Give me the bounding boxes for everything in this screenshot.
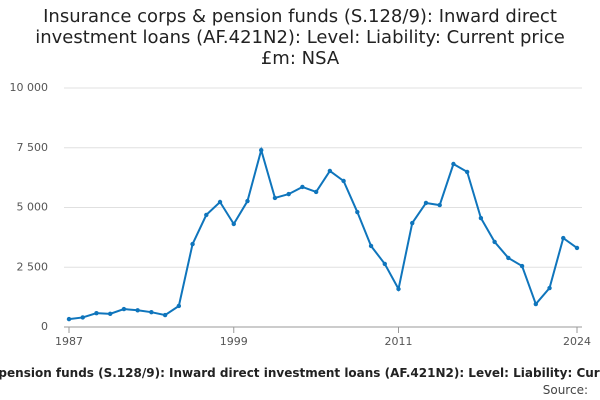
data-point <box>135 308 140 313</box>
x-tick-label: 2024 <box>563 335 591 348</box>
footer-bar: Insurance corps & pension funds (S.128/9… <box>0 366 600 382</box>
data-point <box>286 191 291 197</box>
data-point <box>547 285 552 291</box>
data-point <box>451 161 456 167</box>
data-point <box>341 178 346 184</box>
data-point <box>464 169 470 175</box>
data-point <box>190 241 195 247</box>
y-tick-label: 2 500 <box>17 260 49 273</box>
data-point <box>506 255 511 261</box>
data-point <box>176 303 182 309</box>
data-point <box>121 306 127 312</box>
data-point <box>162 312 168 318</box>
data-point <box>478 215 484 221</box>
data-point <box>107 311 113 317</box>
x-tick-label: 1999 <box>220 335 248 348</box>
data-point <box>149 309 154 315</box>
data-point <box>300 184 305 190</box>
source: Source: <box>542 383 588 397</box>
data-point <box>437 202 442 208</box>
data-point <box>231 221 236 227</box>
data-point <box>492 239 497 245</box>
data-point <box>245 198 250 204</box>
data-point <box>259 147 264 153</box>
data-point <box>519 263 525 269</box>
data-point <box>94 310 99 316</box>
chart: 0 2 500 5 000 7 500 10 000 1987 1999 2011 2024 <box>10 81 592 348</box>
data-point <box>410 220 415 226</box>
data-point <box>313 189 319 195</box>
y-tick-label: 10 000 <box>10 81 49 94</box>
data-point <box>66 316 72 322</box>
data-point <box>217 199 223 205</box>
y-tick-label: 0 <box>41 320 48 333</box>
footer-text: Insurance corps & pension funds (S.128/9… <box>0 366 600 380</box>
data-point <box>533 301 539 307</box>
data-point <box>396 286 401 292</box>
data-point <box>204 212 209 218</box>
data-point <box>355 209 360 215</box>
series-line <box>68 146 578 321</box>
data-point <box>368 243 374 249</box>
data-point <box>382 261 387 267</box>
data-point <box>327 168 333 174</box>
data-point <box>574 245 580 251</box>
data-point <box>272 195 278 201</box>
chart-title: Insurance corps & pension funds (S.128/9… <box>35 6 565 69</box>
x-tick-label: 2011 <box>385 335 413 348</box>
data-point <box>423 200 429 206</box>
y-tick-label: 7 500 <box>17 141 49 154</box>
data-point <box>561 235 566 241</box>
data-point <box>80 315 85 320</box>
y-tick-label: 5 000 <box>17 201 49 214</box>
x-tick-label: 1987 <box>55 335 83 348</box>
